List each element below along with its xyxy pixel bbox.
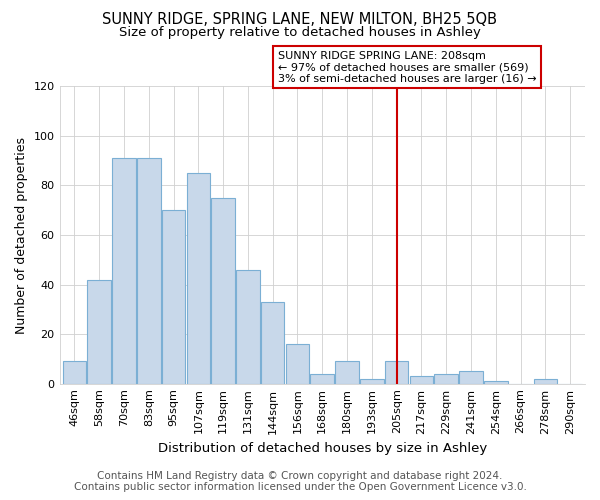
Bar [236,270,260,384]
Bar [286,344,309,384]
Bar [434,374,458,384]
Bar [261,302,284,384]
Bar [385,362,409,384]
Bar [310,374,334,384]
Bar [211,198,235,384]
Text: SUNNY RIDGE SPRING LANE: 208sqm
← 97% of detached houses are smaller (569)
3% of: SUNNY RIDGE SPRING LANE: 208sqm ← 97% of… [278,50,536,84]
Bar [335,362,359,384]
Text: Contains HM Land Registry data © Crown copyright and database right 2024.
Contai: Contains HM Land Registry data © Crown c… [74,471,526,492]
Bar [459,372,483,384]
Bar [533,378,557,384]
Text: SUNNY RIDGE, SPRING LANE, NEW MILTON, BH25 5QB: SUNNY RIDGE, SPRING LANE, NEW MILTON, BH… [103,12,497,28]
Text: Size of property relative to detached houses in Ashley: Size of property relative to detached ho… [119,26,481,39]
Bar [162,210,185,384]
Bar [360,378,383,384]
Bar [187,173,210,384]
Bar [410,376,433,384]
Bar [112,158,136,384]
X-axis label: Distribution of detached houses by size in Ashley: Distribution of detached houses by size … [158,442,487,455]
Y-axis label: Number of detached properties: Number of detached properties [15,136,28,334]
Bar [484,381,508,384]
Bar [137,158,161,384]
Bar [62,362,86,384]
Bar [88,280,111,384]
